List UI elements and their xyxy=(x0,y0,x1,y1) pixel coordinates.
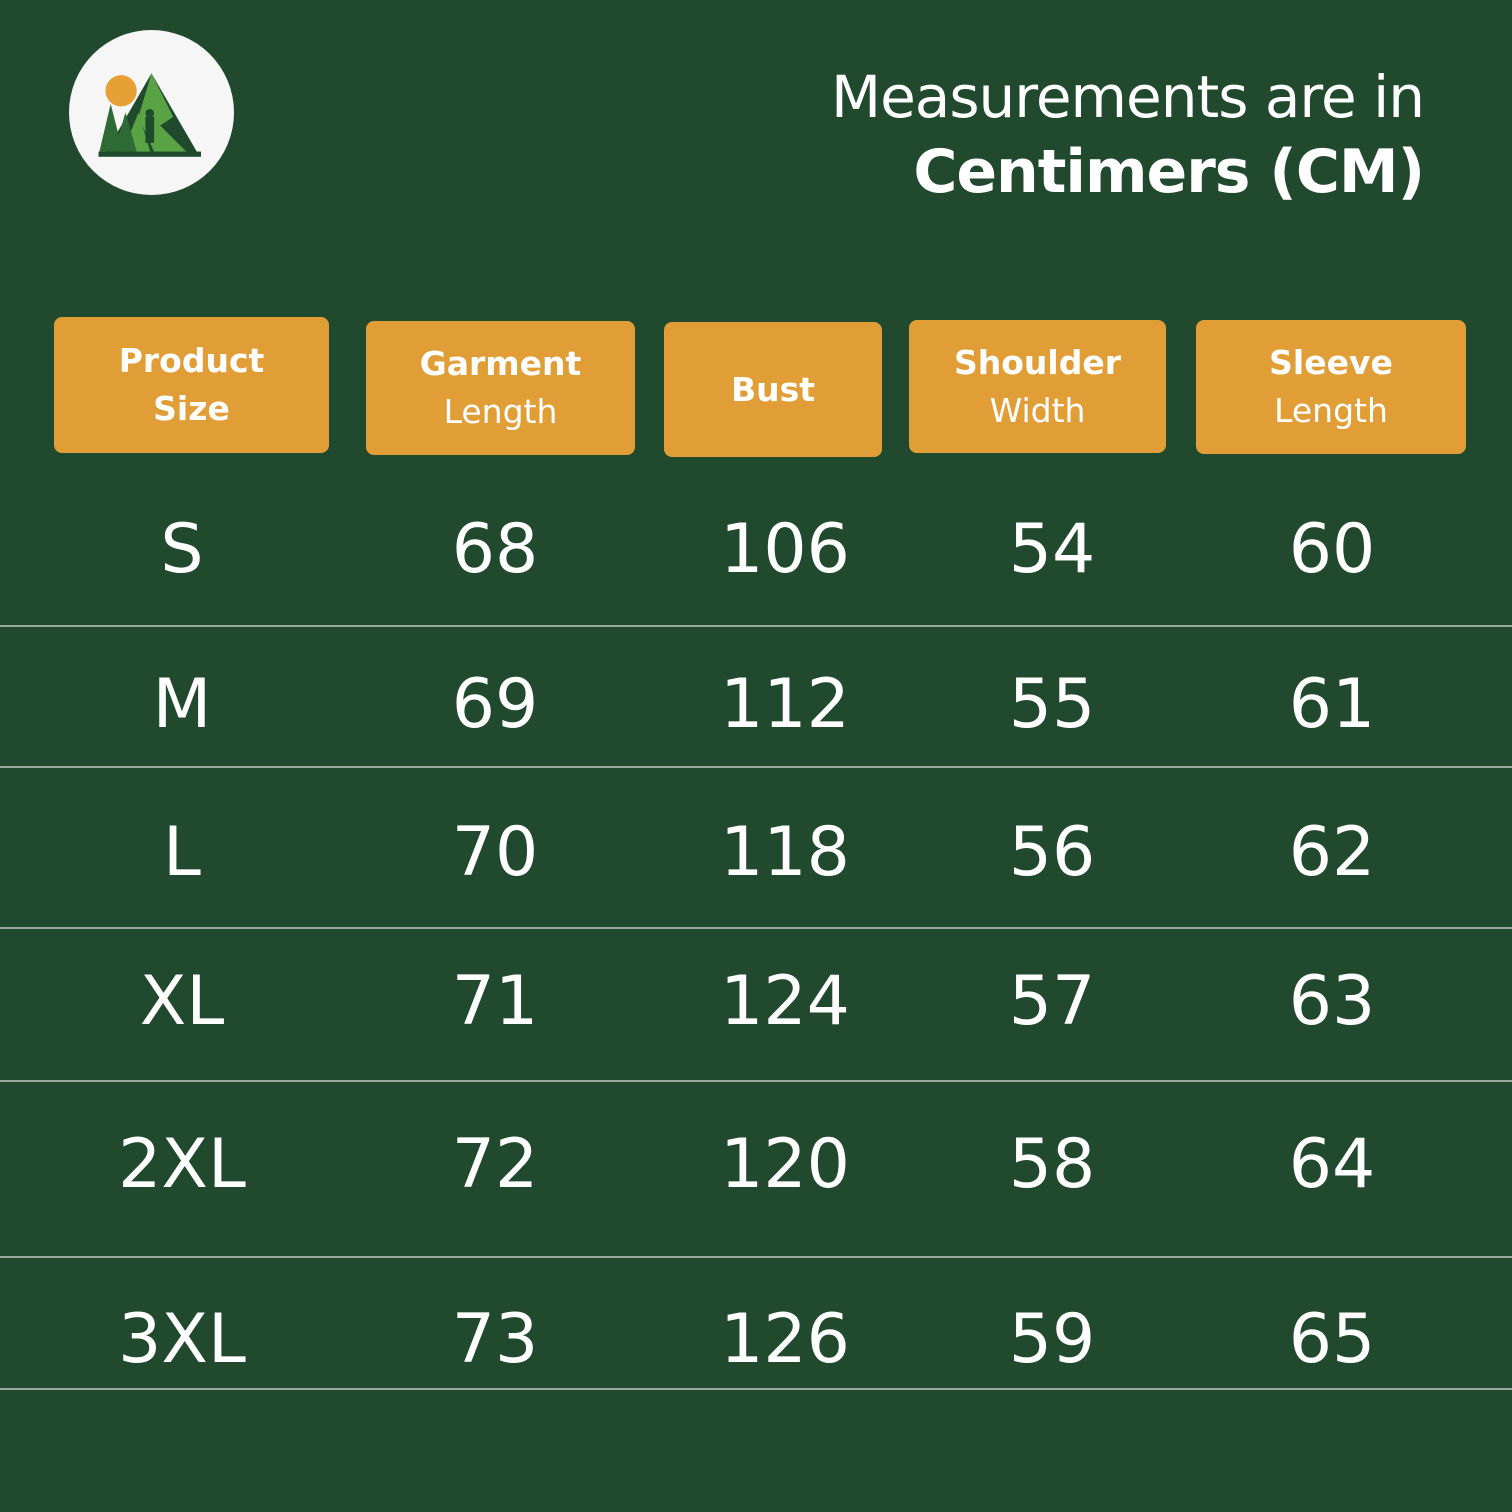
row-divider xyxy=(0,1080,1512,1082)
units-title: Measurements are in Centimers (CM) xyxy=(831,62,1425,212)
measurement-cell: 64 xyxy=(1288,1125,1376,1204)
header-label: Garment xyxy=(419,344,582,383)
mountain-hiker-logo-icon xyxy=(98,73,201,157)
units-title-line2: Centimers (CM) xyxy=(913,137,1425,207)
measurement-cell: 124 xyxy=(720,962,850,1041)
measurement-cell: 118 xyxy=(720,813,850,892)
units-title-line1: Measurements are in xyxy=(831,63,1425,131)
measurement-cell: 54 xyxy=(1008,510,1096,589)
row-divider xyxy=(0,625,1512,627)
measurement-cell: 58 xyxy=(1008,1125,1096,1204)
brand-logo xyxy=(69,30,234,195)
size-cell: S xyxy=(160,510,204,589)
row-divider xyxy=(0,1388,1512,1390)
measurement-cell: 61 xyxy=(1288,665,1376,744)
header-product-size: Product Size xyxy=(54,317,329,453)
measurement-cell: 71 xyxy=(451,962,539,1041)
measurement-cell: 68 xyxy=(451,510,539,589)
header-sleeve-length: Sleeve Length xyxy=(1196,320,1466,454)
header-label: Sleeve xyxy=(1269,343,1393,382)
header-bust: Bust xyxy=(664,322,882,457)
measurement-cell: 70 xyxy=(451,813,539,892)
size-cell: XL xyxy=(139,962,225,1041)
row-divider xyxy=(0,1256,1512,1258)
measurement-cell: 106 xyxy=(720,510,850,589)
header-label: Product xyxy=(118,341,265,380)
header-label: Shoulder xyxy=(953,342,1121,382)
measurement-cell: 55 xyxy=(1008,665,1096,744)
measurement-cell: 69 xyxy=(451,665,539,744)
header-label: Size xyxy=(153,389,230,428)
measurement-cell: 59 xyxy=(1008,1300,1096,1379)
header-sublabel: Length xyxy=(443,392,558,431)
header-label: Bust xyxy=(730,369,816,409)
header-shoulder-width: Shoulder Width xyxy=(909,320,1166,453)
size-cell: L xyxy=(163,813,201,892)
measurement-cell: 56 xyxy=(1008,813,1096,892)
header-sublabel: Width xyxy=(989,390,1086,430)
measurement-cell: 120 xyxy=(720,1125,850,1204)
measurement-cell: 63 xyxy=(1288,962,1376,1041)
measurement-cell: 73 xyxy=(451,1300,539,1379)
measurement-cell: 72 xyxy=(451,1125,539,1204)
size-cell: 2XL xyxy=(118,1125,246,1204)
measurement-cell: 112 xyxy=(720,665,850,744)
size-cell: 3XL xyxy=(118,1300,246,1379)
size-cell: M xyxy=(152,665,212,744)
measurement-cell: 57 xyxy=(1008,962,1096,1041)
row-divider xyxy=(0,766,1512,768)
measurement-cell: 126 xyxy=(720,1300,850,1379)
header-garment-length: Garment Length xyxy=(366,321,635,455)
measurement-cell: 62 xyxy=(1288,813,1376,892)
measurement-cell: 60 xyxy=(1288,510,1376,589)
header-sublabel: Length xyxy=(1274,391,1388,430)
measurement-cell: 65 xyxy=(1288,1300,1376,1379)
row-divider xyxy=(0,927,1512,929)
